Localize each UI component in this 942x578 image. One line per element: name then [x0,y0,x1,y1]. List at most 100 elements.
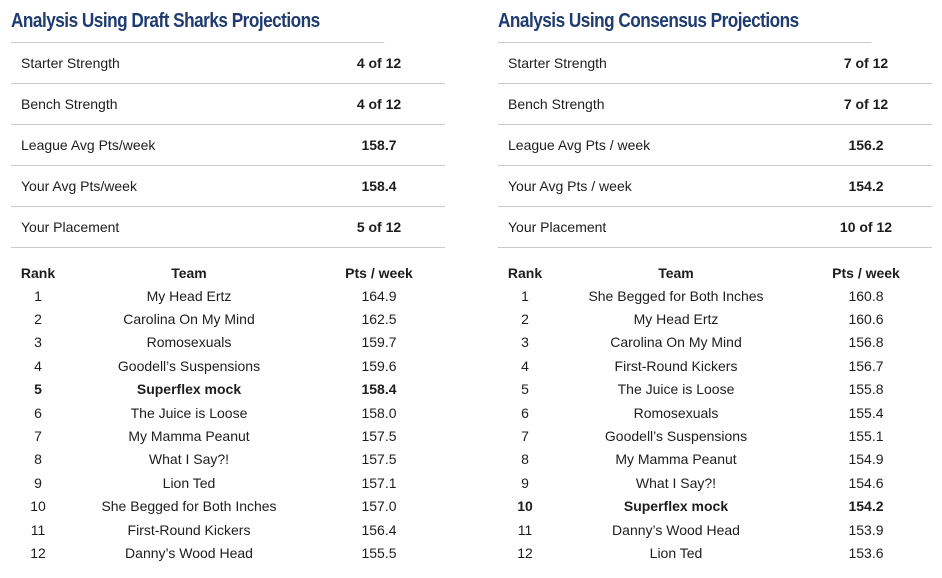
draft-sharks-panel: Analysis Using Draft Sharks Projections … [11,0,445,565]
summary-row: Bench Strength 4 of 12 [11,84,445,125]
summary-row: League Avg Pts / week 156.2 [498,125,932,166]
summary-label: Your Placement [21,219,120,235]
table-row: 2 My Head Ertz 160.6 [498,307,932,330]
pts-cell: 162.5 [361,311,397,328]
summary-table: Starter Strength 4 of 12 Bench Strength 4 o… [11,43,445,248]
pts-column-header: Pts / week [832,265,900,281]
team-cell: Superflex mock [136,381,242,398]
team-cell: Goodell’s Suspensions [117,357,261,374]
rank-cell: 3 [34,334,42,351]
team-cell: My Mamma Peanut [128,428,250,445]
summary-row: Your Placement 5 of 12 [11,207,445,248]
rankings-header: Rank Team Pts / week [11,262,445,284]
pts-cell: 158.4 [361,381,397,398]
rank-cell: 10 [517,498,533,515]
table-row: 4 First-Round Kickers 156.7 [498,354,932,377]
rank-cell: 1 [34,287,42,304]
rank-cell: 3 [521,334,529,351]
table-row-my-team: 10 Superflex mock 154.2 [498,495,932,518]
summary-value: 7 of 12 [843,55,889,71]
pts-cell: 155.1 [848,428,884,445]
summary-value: 4 of 12 [356,55,402,71]
team-cell: The Juice is Loose [130,404,248,421]
table-row: 3 Carolina On My Mind 156.8 [498,331,932,354]
team-cell: Carolina On My Mind [610,334,742,351]
summary-label: Bench Strength [21,96,118,112]
summary-label: Starter Strength [508,55,607,71]
pts-cell: 160.8 [848,287,884,304]
pts-cell: 157.5 [361,428,397,445]
table-row: 3 Romosexuals 159.7 [11,331,445,354]
pts-cell: 155.8 [848,381,884,398]
pts-cell: 154.2 [848,498,884,515]
summary-label: League Avg Pts/week [21,137,156,153]
summary-value: 156.2 [848,137,884,153]
pts-column-header: Pts / week [345,265,413,281]
summary-label: Starter Strength [21,55,120,71]
table-row: 2 Carolina On My Mind 162.5 [11,307,445,330]
pts-cell: 156.7 [848,357,884,374]
rank-cell: 5 [521,381,529,398]
rank-cell: 1 [521,287,529,304]
rank-cell: 5 [34,381,42,398]
summary-label: Your Placement [508,219,607,235]
rank-column-header: Rank [20,265,56,281]
pts-cell: 159.7 [361,334,397,351]
table-row: 12 Danny’s Wood Head 155.5 [11,541,445,564]
summary-row: Starter Strength 4 of 12 [11,43,445,84]
summary-row: Your Avg Pts / week 154.2 [498,166,932,207]
table-row: 1 She Begged for Both Inches 160.8 [498,284,932,307]
table-row: 9 What I Say?! 154.6 [498,471,932,494]
summary-row: Your Placement 10 of 12 [498,207,932,248]
pts-cell: 155.5 [361,544,397,561]
team-cell: She Begged for Both Inches [588,287,764,304]
consensus-panel: Analysis Using Consensus Projections Sta… [498,0,932,565]
team-cell: She Begged for Both Inches [101,498,277,515]
table-row: 4 Goodell’s Suspensions 159.6 [11,354,445,377]
rankings-table: Rank Team Pts / week 1 She Begged for Bot… [498,262,932,565]
pts-cell: 157.0 [361,498,397,515]
summary-value: 154.2 [848,178,884,194]
rankings-body: 1 My Head Ertz 164.9 2 Carolina On My Mind 16… [11,284,445,565]
table-row: 8 What I Say?! 157.5 [11,448,445,471]
table-row: 6 The Juice is Loose 158.0 [11,401,445,424]
pts-cell: 153.6 [848,544,884,561]
table-row: 12 Lion Ted 153.6 [498,541,932,564]
table-row: 6 Romosexuals 155.4 [498,401,932,424]
team-cell: The Juice is Loose [617,381,735,398]
team-cell: Superflex mock [623,498,729,515]
rank-cell: 4 [34,357,42,374]
team-cell: My Head Ertz [146,287,232,304]
rank-cell: 11 [30,521,46,538]
team-column-header: Team [658,265,694,281]
rankings-header: Rank Team Pts / week [498,262,932,284]
table-row: 1 My Head Ertz 164.9 [11,284,445,307]
pts-cell: 154.9 [848,451,884,468]
table-row: 10 She Begged for Both Inches 157.0 [11,495,445,518]
summary-value: 7 of 12 [843,96,889,112]
rankings-table: Rank Team Pts / week 1 My Head Ertz 164.9 2… [11,262,445,565]
table-row: 8 My Mamma Peanut 154.9 [498,448,932,471]
rank-cell: 9 [34,474,42,491]
table-row: 9 Lion Ted 157.1 [11,471,445,494]
summary-value: 5 of 12 [356,219,402,235]
rank-cell: 12 [30,544,46,561]
table-row: 7 My Mamma Peanut 157.5 [11,424,445,447]
rank-column-header: Rank [507,265,543,281]
pts-cell: 157.1 [361,474,397,491]
panel-title: Analysis Using Draft Sharks Projections [11,0,385,43]
table-row: 5 The Juice is Loose 155.8 [498,378,932,401]
team-cell: First-Round Kickers [127,521,251,538]
pts-cell: 155.4 [848,404,884,421]
rank-cell: 6 [521,404,529,421]
pts-cell: 158.0 [361,404,397,421]
rank-cell: 7 [521,428,529,445]
summary-label: Your Avg Pts / week [508,178,632,194]
team-cell: Romosexuals [633,404,719,421]
rank-cell: 8 [521,451,529,468]
pts-cell: 157.5 [361,451,397,468]
panel-title: Analysis Using Consensus Projections [498,0,872,43]
rank-cell: 2 [34,311,42,328]
table-row: 7 Goodell’s Suspensions 155.1 [498,424,932,447]
